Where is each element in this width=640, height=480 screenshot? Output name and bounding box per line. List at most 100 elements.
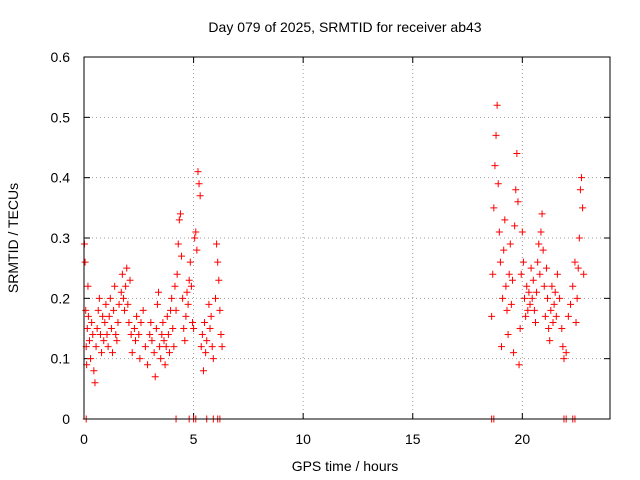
data-point	[90, 367, 98, 375]
y-axis-label: SRMTID / TECUs	[5, 183, 21, 293]
data-point	[546, 337, 554, 345]
data-point	[512, 186, 520, 194]
data-point	[533, 288, 541, 296]
y-tick-label: 0.1	[51, 351, 71, 367]
data-point	[525, 288, 533, 296]
data-point	[208, 343, 216, 351]
data-point	[132, 337, 140, 345]
data-point	[172, 306, 180, 314]
data-point	[161, 361, 169, 369]
data-point	[209, 355, 217, 363]
data-point	[123, 264, 131, 272]
data-point	[88, 318, 96, 326]
data-point	[126, 276, 134, 284]
data-point	[207, 312, 215, 320]
data-point	[550, 300, 558, 308]
data-point	[148, 337, 156, 345]
data-point	[89, 331, 97, 339]
data-point	[537, 228, 545, 236]
data-point	[91, 379, 99, 387]
data-point	[81, 258, 89, 266]
data-point	[544, 294, 552, 302]
data-point	[153, 300, 161, 308]
data-point	[556, 294, 564, 302]
data-point	[170, 343, 178, 351]
data-point	[191, 234, 199, 242]
data-point	[523, 282, 531, 290]
data-point	[83, 325, 91, 332]
data-point	[194, 168, 202, 176]
data-point	[505, 270, 513, 278]
data-point	[188, 318, 196, 326]
data-point	[159, 318, 167, 326]
data-point	[515, 361, 523, 369]
data-point	[84, 282, 92, 290]
x-tick-label: 20	[515, 431, 531, 447]
data-point	[514, 198, 522, 206]
data-point	[534, 258, 542, 266]
data-point	[147, 318, 155, 326]
data-point	[165, 349, 173, 357]
data-point	[190, 325, 198, 332]
data-point	[87, 355, 95, 363]
data-point	[146, 331, 154, 339]
data-point	[160, 337, 168, 345]
data-point	[101, 318, 109, 326]
data-point	[108, 349, 116, 357]
data-point	[571, 258, 579, 266]
data-point	[495, 228, 503, 236]
data-point	[144, 361, 152, 369]
data-point	[122, 282, 130, 290]
data-point	[115, 300, 123, 308]
data-point	[549, 318, 557, 326]
data-point	[199, 367, 207, 375]
data-point	[493, 101, 501, 109]
data-point	[162, 343, 170, 351]
data-point	[516, 325, 524, 332]
y-tick-label: 0.6	[51, 49, 71, 65]
data-point	[502, 282, 510, 290]
data-point	[535, 240, 543, 248]
data-point	[513, 150, 521, 158]
data-point	[504, 331, 512, 339]
data-point	[110, 306, 118, 314]
data-point	[526, 300, 534, 308]
data-point	[175, 216, 183, 224]
data-point	[185, 276, 193, 284]
data-point	[569, 282, 577, 290]
data-point	[552, 312, 560, 320]
plot-frame	[83, 56, 611, 420]
data-point	[488, 312, 496, 320]
data-point	[501, 216, 509, 224]
data-point	[560, 355, 568, 363]
data-point	[99, 312, 107, 320]
data-point	[205, 300, 213, 308]
data-point	[98, 349, 106, 357]
data-point	[96, 331, 104, 339]
data-point	[499, 294, 507, 302]
data-points	[80, 101, 588, 423]
data-point	[193, 246, 201, 254]
data-point	[559, 343, 567, 351]
data-point	[215, 276, 223, 284]
data-point	[180, 325, 188, 332]
data-point	[217, 331, 225, 339]
data-point	[576, 186, 584, 194]
data-point	[103, 331, 111, 339]
data-point	[524, 306, 532, 314]
x-axis-label: GPS time / hours	[292, 458, 399, 474]
data-point	[536, 270, 544, 278]
data-point	[522, 312, 530, 320]
data-point	[195, 180, 203, 188]
data-point	[527, 264, 535, 272]
y-tick-label: 0	[62, 411, 70, 427]
data-point	[545, 325, 553, 332]
data-point	[158, 331, 166, 339]
data-point	[517, 270, 525, 278]
data-point	[198, 331, 206, 339]
data-point	[212, 294, 219, 302]
data-point	[164, 331, 172, 339]
data-point	[183, 288, 191, 296]
data-point	[558, 325, 566, 332]
data-point	[530, 306, 538, 314]
